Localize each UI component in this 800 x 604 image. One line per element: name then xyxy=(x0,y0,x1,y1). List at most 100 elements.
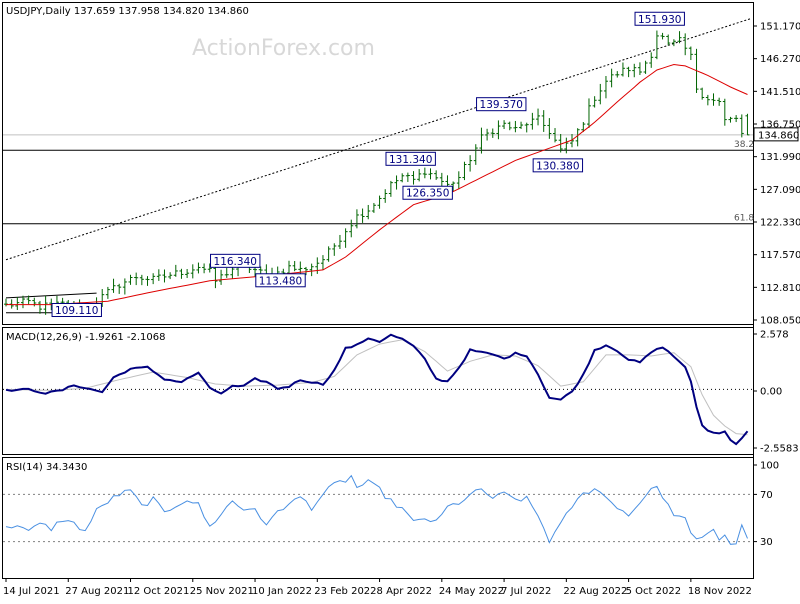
ohlc-bar xyxy=(530,112,535,130)
price-annotation: 109.110 xyxy=(51,303,102,318)
rsi-y-tick-label: 100 xyxy=(760,461,779,472)
ohlc-bar xyxy=(173,264,178,277)
rsi-y-tick-label: 30 xyxy=(760,537,773,548)
ohlc-bar xyxy=(122,278,127,295)
ohlc-bar xyxy=(383,189,388,203)
ohlc-bar xyxy=(479,127,484,154)
ohlc-bar xyxy=(139,274,144,286)
current-price-badge-box xyxy=(753,127,799,142)
ohlc-bar xyxy=(626,66,631,78)
ohlc-bar xyxy=(134,272,139,286)
ohlc-bar xyxy=(309,263,314,277)
y-tick-label: 141.510 xyxy=(760,87,800,98)
ohlc-bar xyxy=(603,75,608,99)
x-tick-label: 18 Nov 2022 xyxy=(688,586,752,597)
macd-layer xyxy=(3,333,753,446)
macd-signal-line xyxy=(5,339,748,436)
ohlc-bar xyxy=(179,268,184,279)
ohlc-bar xyxy=(117,283,122,294)
ohlc-bar xyxy=(303,266,308,276)
ohlc-bar xyxy=(700,87,705,100)
chart-header: USDJPY,Daily 137.659 137.958 134.820 134… xyxy=(6,6,249,17)
ohlc-bar xyxy=(468,155,473,172)
x-tick-label: 14 Jul 2021 xyxy=(3,586,60,597)
x-tick-label: 8 Apr 2022 xyxy=(377,586,432,597)
ohlc-bar xyxy=(326,246,331,262)
ohlc-bar xyxy=(145,276,150,286)
ohlc-bar xyxy=(637,62,642,75)
y-tick-label: 136.750 xyxy=(760,120,800,131)
ohlc-bar xyxy=(643,60,648,74)
ohlc-bar xyxy=(502,120,507,130)
macd-y-tick-label: -2.5583 xyxy=(760,444,799,455)
ohlc-bar xyxy=(717,97,722,106)
ohlc-bar xyxy=(111,278,116,293)
x-tick-label: 7 Jul 2022 xyxy=(501,586,551,597)
ohlc-bar xyxy=(185,268,190,279)
ohlc-bar xyxy=(586,98,591,128)
channel-line xyxy=(5,292,97,299)
ohlc-bar xyxy=(388,180,393,197)
ohlc-bar xyxy=(649,52,654,68)
y-tick-label: 131.990 xyxy=(760,152,800,163)
x-tick-label: 27 Aug 2021 xyxy=(65,586,129,597)
price-annotation: 139.370 xyxy=(476,97,527,112)
ohlc-bar xyxy=(422,167,427,179)
moving-average-line xyxy=(6,63,748,306)
ohlc-bar xyxy=(168,272,173,280)
price-annotation-box xyxy=(51,303,102,318)
watermark: ActionForex.com xyxy=(192,36,375,61)
rsi-header: RSI(14) 34.3430 xyxy=(6,462,87,473)
x-tick-label: 12 Oct 2021 xyxy=(128,586,190,597)
price-annotation-box xyxy=(532,158,584,173)
x-tick-label: 23 Feb 2022 xyxy=(314,586,376,597)
ohlc-bar xyxy=(219,269,224,285)
ohlc-bar xyxy=(745,113,750,136)
main-price-layer: 38.2 61.8 151.930 139.370 131.340 130.380 126.… xyxy=(3,11,754,318)
price-annotation-text: 126.350 xyxy=(406,188,449,200)
price-annotation-text: 113.480 xyxy=(259,275,302,287)
ohlc-bar xyxy=(253,266,258,277)
macd-main-line xyxy=(5,333,749,446)
macd-y-tick-label: 2.578 xyxy=(760,330,789,341)
x-tick-label: 25 Nov 2021 xyxy=(190,586,254,597)
ohlc-bar xyxy=(400,173,405,183)
ohlc-bar xyxy=(451,181,456,192)
ohlc-bar xyxy=(343,228,348,248)
ohlc-bar xyxy=(360,208,365,223)
y-tick-label: 146.270 xyxy=(760,54,800,65)
ohlc-bar xyxy=(666,34,671,46)
ohlc-bar xyxy=(405,172,410,182)
x-tick-label: 22 Aug 2022 xyxy=(563,586,627,597)
ohlc-bar xyxy=(224,267,229,278)
price-annotation: 130.380 xyxy=(532,158,584,173)
ohlc-bar xyxy=(411,171,416,185)
ohlc-bar xyxy=(456,171,461,190)
price-annotation-text: 116.340 xyxy=(214,256,257,268)
ohlc-bar xyxy=(298,261,303,276)
price-annotation-box xyxy=(476,97,527,112)
ohlc-bar xyxy=(575,128,580,147)
ohlc-bar xyxy=(190,264,195,279)
x-tick-label: 5 Oct 2022 xyxy=(626,586,681,597)
macd-header: MACD(12,26,9) -1.9261 -2.1068 xyxy=(6,332,166,343)
ohlc-bar xyxy=(462,161,467,181)
ohlc-bar xyxy=(592,96,597,108)
price-annotation-box xyxy=(634,11,685,26)
ohlc-bar xyxy=(4,298,8,307)
ohlc-bar xyxy=(615,71,620,78)
ohlc-bar xyxy=(513,120,518,133)
ohlc-bar xyxy=(654,30,659,60)
ohlc-bar xyxy=(43,295,48,315)
y-tick-label: 122.330 xyxy=(760,218,800,229)
ohlc-bar xyxy=(519,121,524,129)
ohlc-bar xyxy=(705,94,710,106)
ohlc-bar xyxy=(581,121,586,133)
price-annotation: 131.340 xyxy=(385,151,436,166)
x-tick-label: 10 Jan 2022 xyxy=(252,586,312,597)
ohlc-bar xyxy=(609,68,614,88)
ohlc-bar xyxy=(660,32,665,40)
x-tick-label: 24 May 2022 xyxy=(439,586,504,597)
ohlc-bar xyxy=(394,175,399,190)
ohlc-bar xyxy=(536,108,541,126)
